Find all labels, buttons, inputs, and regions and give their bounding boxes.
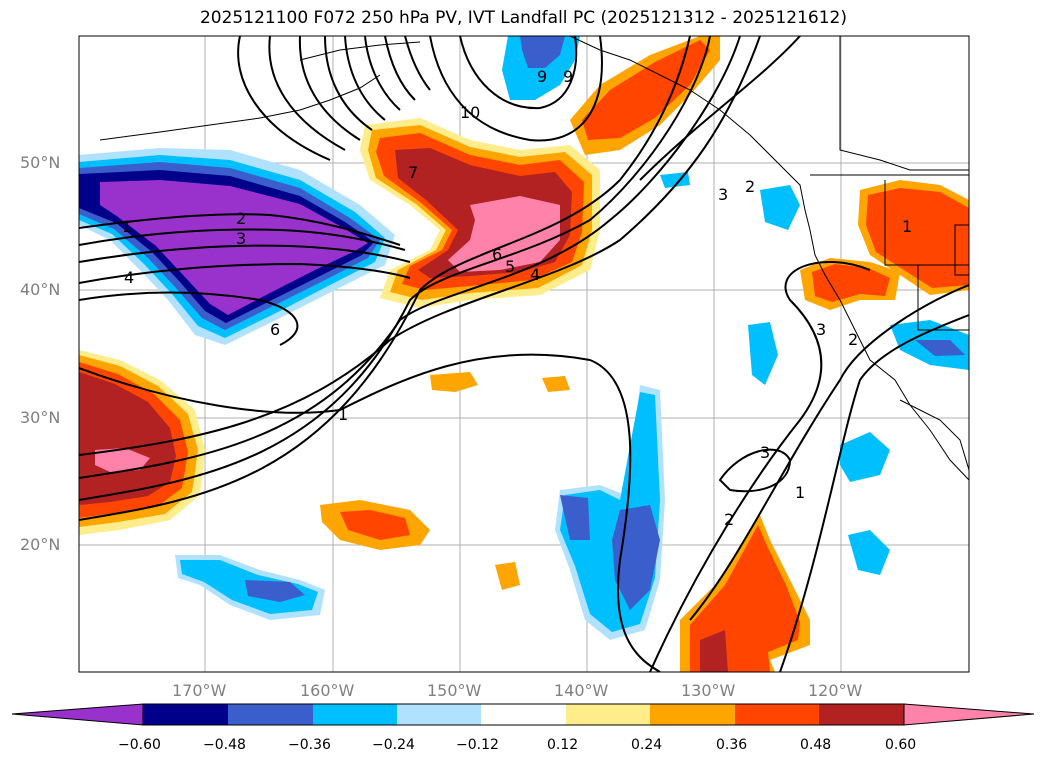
contour-label: 6 (270, 320, 280, 339)
colorbar-segment (735, 704, 819, 725)
colorbar-segment (566, 704, 650, 725)
contour-label: 4 (124, 268, 134, 287)
lat-label: 20°N (20, 535, 61, 554)
colorbar-segment (397, 704, 481, 725)
lon-label: 170°W (172, 681, 227, 700)
colorbar-tick: 0.36 (716, 737, 748, 753)
colorbar-tick: −0.36 (288, 737, 331, 753)
contour-label: 3 (816, 320, 826, 339)
contour-label: 4 (530, 265, 540, 284)
negative-anomaly-east (660, 172, 969, 575)
colorbar-segment (313, 704, 397, 725)
contour-label: 3 (236, 229, 246, 248)
contour-label: 2 (848, 330, 858, 349)
contour-label: 10 (460, 103, 480, 122)
positive-anomaly-subtropical (320, 372, 810, 672)
lon-label: 120°W (808, 681, 863, 700)
contour-label: 1 (122, 217, 132, 236)
colorbar-tick: −0.48 (203, 737, 246, 753)
positive-anomaly-central (360, 118, 600, 308)
colorbar-tick: 0.12 (547, 737, 579, 753)
contour-label: 3 (718, 185, 728, 204)
colorbar-tick: 0.48 (800, 737, 832, 753)
contour-label: 2 (724, 510, 734, 529)
colorbar-tick: 0.60 (885, 737, 917, 753)
negative-anomaly-alaska (502, 36, 580, 100)
colorbar-tick: −0.24 (372, 737, 415, 753)
lat-label: 30°N (20, 408, 61, 427)
positive-anomaly-westcoast (800, 180, 969, 310)
colorbar (11, 703, 1035, 726)
contour-label: 2 (745, 177, 755, 196)
contour-label: 9 (563, 67, 573, 86)
lon-label: 140°W (554, 681, 609, 700)
contour-label: 2 (236, 209, 246, 228)
coastlines (99, 36, 969, 481)
colorbar-tick: −0.60 (118, 737, 161, 753)
contour-label: 1 (338, 405, 348, 424)
colorbar-segment (650, 704, 735, 725)
positive-anomaly-west (79, 350, 205, 535)
colorbar-segment (481, 704, 566, 725)
contour-label: 1 (795, 483, 805, 502)
colorbar-segment (143, 704, 228, 725)
map-title: 2025121100 F072 250 hPa PV, IVT Landfall… (199, 8, 847, 28)
map-area (79, 36, 969, 672)
lon-label: 150°W (427, 681, 482, 700)
colorbar-extend-high (903, 703, 1035, 726)
contour-label-group: 10 9 9 7 6 5 4 1 2 3 4 6 1 3 2 3 2 3 2 1… (122, 67, 912, 529)
contour-label: 3 (760, 443, 770, 462)
lat-label: 40°N (20, 280, 61, 299)
contour-label: 7 (408, 163, 418, 182)
negative-anomaly-south (175, 385, 665, 640)
colorbar-tick: −0.12 (456, 737, 499, 753)
lat-label: 50°N (20, 153, 61, 172)
map-frame (78, 35, 970, 673)
contour-label: 1 (902, 217, 912, 236)
colorbar-segment (228, 704, 313, 725)
contour-label: 9 (537, 67, 547, 86)
colorbar-extend-low (11, 703, 144, 726)
contour-label: 6 (492, 245, 502, 264)
colorbar-segment (819, 704, 904, 725)
colorbar-tick: 0.24 (631, 737, 663, 753)
lon-label: 160°W (300, 681, 355, 700)
contour-label: 5 (505, 257, 515, 276)
lon-label: 130°W (681, 681, 736, 700)
